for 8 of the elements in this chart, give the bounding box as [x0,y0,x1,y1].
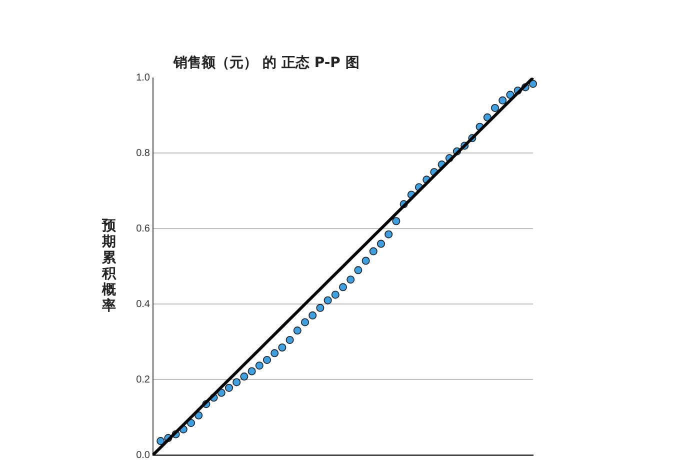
y-tick-label: 0.8 [136,148,150,159]
y-tick-label: 0.6 [136,223,150,234]
y-axis-title: 预期累积概率 [102,218,118,314]
y-tick-label: 1.0 [136,72,150,84]
chart-title: 销售额（元） 的 正态 P-P 图 [172,54,360,72]
y-tick-label: 0.4 [136,298,150,310]
y-tick-label: 0.2 [136,374,150,386]
y-tick-label: 0.0 [136,450,150,461]
